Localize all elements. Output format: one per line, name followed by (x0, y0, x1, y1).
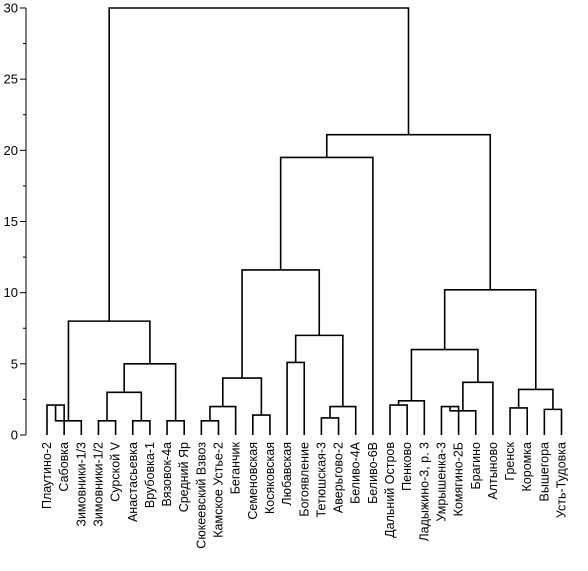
leaf-labels: Плаутино-2 Сабовка Зимовники-1/3 Зимовники-… (40, 441, 569, 548)
dendrogram-link (97, 419, 117, 435)
leaf-label: Врубовка-1 (143, 442, 157, 508)
dendrogram-link (320, 417, 340, 435)
leaf-label: Богоявление (297, 442, 311, 517)
dendrogram-link (286, 361, 306, 435)
leaf-label: Пенково (400, 442, 414, 491)
leaf-label: Анастасьевка (126, 442, 140, 522)
y-tick-label: 25 (4, 72, 18, 87)
leaf-label: Тетюшская-3 (314, 442, 328, 517)
dendrogram-link (279, 156, 374, 435)
y-tick-label: 20 (4, 143, 18, 158)
leaf-label: Гренск (503, 441, 517, 480)
dendrogram-link (108, 7, 410, 322)
leaf-label: Сюкеевский Взвоз (194, 442, 208, 549)
y-tick-label: 10 (4, 285, 18, 300)
y-tick-label: 5 (11, 356, 18, 371)
leaf-label: Беливо-6В (366, 442, 380, 504)
dendrogram-link (325, 133, 492, 290)
dendrogram-link (252, 414, 271, 435)
leaf-label: Ладыжино-3, р. 3 (417, 442, 431, 542)
leaf-label: Средний Яр (177, 442, 191, 512)
dendrogram-link (397, 400, 426, 435)
dendrogram-link (54, 405, 83, 435)
leaf-label: Вышегора (537, 442, 551, 501)
dendrogram-links (46, 7, 563, 435)
leaf-label: Комягино-2Б (452, 442, 466, 516)
dendrogram-link (200, 419, 220, 435)
dendrogram-link (517, 388, 554, 410)
dendrogram-link (294, 334, 344, 407)
dendrogram-link (462, 381, 494, 435)
leaf-label: Вязовок-4а (160, 442, 174, 507)
dendrogram-link (131, 419, 151, 435)
dendrogram-link (106, 391, 143, 421)
leaf-label: Беганчик (229, 441, 243, 494)
leaf-label: Коромка (520, 442, 534, 491)
dendrogram-link (543, 408, 563, 435)
y-tick-label: 15 (4, 214, 18, 229)
dendrogram-link (410, 348, 479, 401)
dendrogram-link (443, 289, 537, 390)
dendrogram-link (509, 407, 528, 435)
leaf-label: Брагино (469, 442, 483, 490)
y-axis: 0 5 10 15 20 25 30 (4, 1, 27, 443)
dendrogram-link (166, 419, 185, 435)
leaf-label: Зимовники-1/3 (74, 442, 88, 527)
leaf-label: Сурской V (109, 441, 123, 501)
leaf-label: Усть-Тудовка (555, 442, 569, 518)
y-tick-label: 0 (11, 428, 18, 443)
leaf-label: Семеновская (246, 442, 260, 520)
dendrogram-link (241, 269, 321, 379)
dendrogram-link (329, 405, 357, 435)
leaf-label: Косяковская (263, 442, 277, 514)
leaf-label: Зимовники-1/2 (91, 442, 105, 527)
leaf-label: Алтыново (486, 442, 500, 500)
leaf-label: Аверьгово-2 (332, 442, 346, 513)
leaf-label: Камское Устье-2 (212, 442, 226, 538)
y-tick-label: 30 (4, 1, 18, 16)
leaf-label: Дальний Остров (383, 442, 397, 538)
dendrogram-link (389, 404, 408, 435)
leaf-label: Умрышенка-3 (434, 442, 448, 522)
dendrogram-link (221, 377, 263, 416)
leaf-label: Сабовка (57, 442, 71, 492)
dendrogram-link (440, 405, 460, 435)
dendrogram-link (67, 320, 151, 421)
leaf-label: Беливо-4А (349, 441, 363, 504)
leaf-label: Любавская (280, 442, 294, 506)
leaf-label: Плаутино-2 (40, 442, 54, 509)
